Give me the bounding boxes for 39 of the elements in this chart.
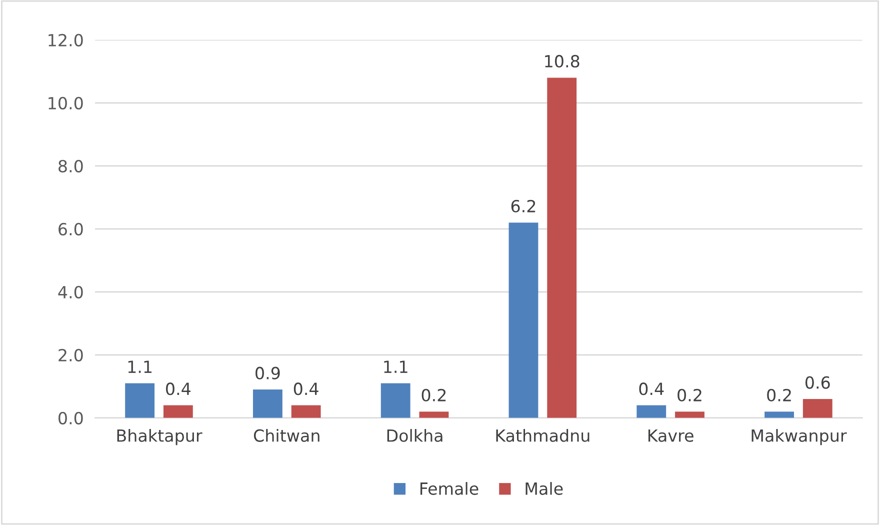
data-label: 0.2 [767, 388, 791, 402]
bar [419, 412, 449, 418]
bar [636, 405, 666, 418]
data-label: 0.2 [678, 388, 702, 402]
data-label: 0.4 [639, 382, 664, 396]
y-tick-label: 6.0 [58, 222, 83, 236]
data-label: 1.1 [384, 360, 408, 373]
y-tick-label: 2.0 [58, 348, 83, 362]
data-label: 0.6 [805, 376, 830, 389]
data-label: 6.2 [511, 200, 536, 212]
x-tick-label: Chitwan [254, 429, 320, 442]
data-label: 0.9 [256, 366, 280, 380]
data-label: 10.8 [545, 54, 580, 68]
y-tick-label: 8.0 [58, 160, 83, 172]
x-tick-label: Makwanpur [752, 429, 847, 446]
x-tick-label: Bhaktapur [117, 429, 202, 446]
x-tick-label: Dolkha [387, 429, 442, 442]
x-tick-label: Kathmadnu [496, 429, 590, 442]
data-label: 1.1 [128, 360, 152, 373]
bar [252, 390, 282, 418]
y-tick-label: 12.0 [48, 34, 83, 46]
data-label: 0.4 [294, 382, 318, 396]
data-label: 0.4 [166, 382, 190, 396]
bar [508, 222, 538, 418]
bar [675, 412, 704, 418]
y-tick-label: 0.0 [58, 412, 83, 424]
data-label: 0.2 [422, 388, 446, 402]
bar [380, 383, 410, 418]
bar [802, 399, 832, 418]
bar [764, 412, 794, 418]
bar [125, 383, 155, 418]
y-tick-label: 10.0 [48, 96, 83, 110]
x-tick-label: Kavre [648, 430, 694, 442]
bar [163, 405, 193, 418]
legend-label: Male [526, 482, 563, 495]
bar [547, 78, 577, 418]
y-tick-label: 4.0 [58, 286, 83, 298]
legend-label: Female [420, 482, 478, 495]
bar [291, 405, 321, 418]
